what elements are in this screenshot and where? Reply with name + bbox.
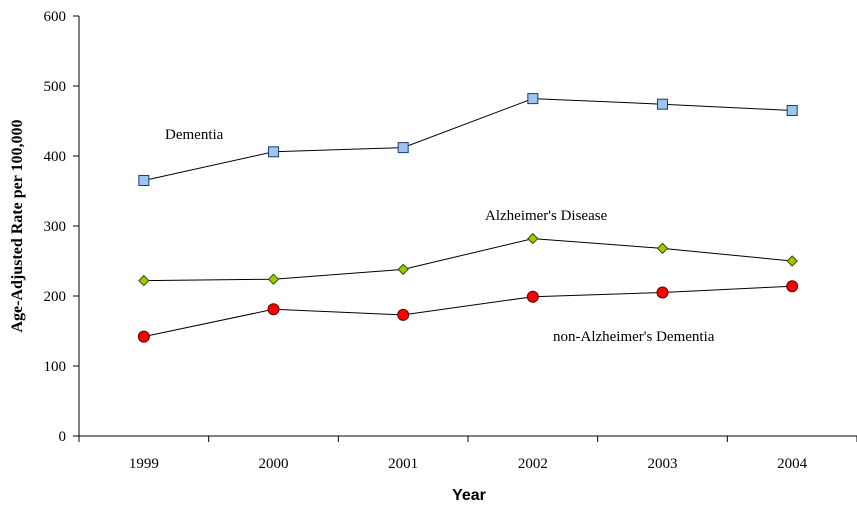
data-point-non-alzheimer-s-dementia-2000: [267, 303, 280, 316]
y-tick-label: 400: [44, 149, 67, 165]
x-tick-label-2002: 2002: [518, 456, 548, 472]
y-tick-label: 100: [44, 359, 67, 375]
data-point-dementia-2000: [268, 146, 279, 158]
x-tick-label-2003: 2003: [648, 456, 678, 472]
data-point-alzheimer-s-disease-2001: [397, 263, 409, 276]
y-tick-label: 200: [44, 289, 67, 305]
data-point-dementia-1999: [138, 175, 150, 186]
series-label-non-alzheimer-s-dementia: non-Alzheimer's Dementia: [553, 329, 715, 345]
x-tick-label-2001: 2001: [388, 456, 418, 472]
y-tick-label: 300: [44, 219, 67, 235]
series-line-alzheimer-s-disease: [143, 238, 793, 282]
data-point-non-alzheimer-s-dementia-2002: [526, 290, 539, 303]
data-point-alzheimer-s-disease-2004: [786, 255, 798, 267]
series-label-dementia: Dementia: [165, 127, 224, 143]
series-labels: Dementia Alzheimer's Disease non-Alzheimer…: [165, 127, 715, 345]
series-line-dementia: [143, 98, 793, 181]
data-point-dementia-2003: [657, 98, 668, 110]
data-point-non-alzheimer-s-dementia-2003: [656, 286, 669, 299]
series-markers: [137, 93, 799, 343]
series-lines: [143, 98, 793, 338]
series-line-non-alzheimer-s-dementia: [143, 285, 793, 338]
y-tick-label: 0: [59, 429, 67, 445]
data-point-non-alzheimer-s-dementia-1999: [137, 330, 150, 343]
data-point-alzheimer-s-disease-2002: [527, 232, 539, 245]
y-axis-title: Age-Adjusted Rate per 100,000: [9, 119, 26, 332]
x-axis-title: Year: [452, 487, 486, 504]
x-tick-label-2004: 2004: [777, 456, 808, 472]
series-label-alzheimer-s-disease: Alzheimer's Disease: [485, 208, 608, 224]
data-point-alzheimer-s-disease-2000: [267, 273, 280, 285]
data-point-non-alzheimer-s-dementia-2001: [397, 308, 410, 321]
tick-labels: 0 100 200 300 400 500 600 1999 2000 2001 2002 2003 2…: [44, 9, 808, 472]
data-point-dementia-2004: [786, 105, 798, 116]
x-tick-label-1999: 1999: [129, 456, 159, 472]
data-point-alzheimer-s-disease-1999: [138, 274, 150, 287]
y-tick-label: 500: [44, 79, 67, 95]
data-point-non-alzheimer-s-dementia-2004: [786, 280, 799, 293]
axes: [73, 15, 857, 442]
x-tick-label-2000: 2000: [259, 456, 289, 472]
data-point-alzheimer-s-disease-2003: [656, 242, 669, 255]
data-point-dementia-2002: [527, 93, 539, 105]
data-point-dementia-2001: [397, 142, 409, 154]
y-tick-label: 600: [44, 9, 67, 25]
